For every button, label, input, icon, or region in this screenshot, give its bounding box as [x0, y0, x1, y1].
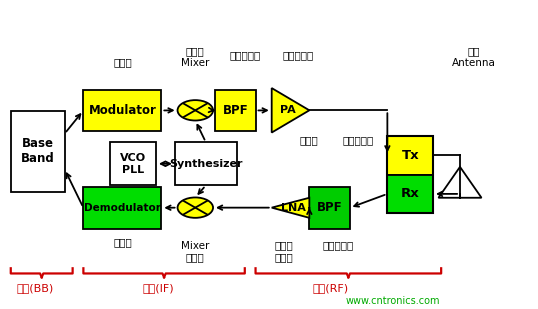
Bar — [309, 187, 350, 229]
Text: LNA: LNA — [281, 203, 306, 213]
Text: Antenna: Antenna — [451, 58, 495, 68]
Bar — [387, 136, 433, 213]
Text: 射頻(RF): 射頻(RF) — [313, 283, 349, 293]
Bar — [11, 111, 65, 192]
Text: 天線: 天線 — [467, 46, 480, 56]
Text: 低雜訊: 低雜訊 — [275, 241, 293, 251]
Text: BPF: BPF — [317, 201, 342, 214]
Text: 帶通濾波器: 帶通濾波器 — [229, 51, 260, 61]
Text: 基頻(BB): 基頻(BB) — [16, 283, 54, 293]
Text: Mixer: Mixer — [181, 241, 209, 251]
Text: 帶通濾波器: 帶通濾波器 — [322, 241, 353, 251]
Bar — [215, 90, 256, 131]
Polygon shape — [272, 88, 309, 133]
Text: 中頻(IF): 中頻(IF) — [143, 283, 174, 293]
Bar — [110, 142, 156, 185]
Text: 解調器: 解調器 — [114, 238, 132, 248]
Bar — [83, 187, 161, 229]
Text: 功率放大器: 功率放大器 — [283, 51, 314, 61]
Circle shape — [178, 197, 213, 218]
Text: Mixer: Mixer — [181, 58, 209, 68]
Circle shape — [178, 100, 213, 121]
Polygon shape — [438, 167, 482, 198]
Text: www.cntronics.com: www.cntronics.com — [345, 296, 440, 306]
Text: 調變器: 調變器 — [114, 57, 132, 67]
Text: PA: PA — [280, 105, 296, 115]
Bar — [387, 136, 433, 175]
Text: BPF: BPF — [223, 104, 248, 117]
Bar — [83, 90, 161, 131]
Text: Modulator: Modulator — [88, 104, 157, 117]
Text: 混頻器: 混頻器 — [186, 252, 204, 262]
Text: Rx: Rx — [401, 187, 420, 201]
Text: 合成器: 合成器 — [300, 136, 318, 146]
Text: Tx: Tx — [401, 149, 419, 162]
Text: Synthesizer: Synthesizer — [169, 159, 243, 169]
Bar — [387, 175, 433, 213]
Text: Demodulator: Demodulator — [84, 203, 161, 213]
Text: 混頻器: 混頻器 — [186, 46, 204, 56]
Text: Base
Band: Base Band — [21, 138, 54, 165]
Text: 放大器: 放大器 — [275, 252, 293, 262]
Text: VCO
PLL: VCO PLL — [120, 153, 146, 175]
Bar — [175, 142, 237, 185]
Polygon shape — [272, 198, 309, 218]
Text: 傳送接收器: 傳送接收器 — [342, 136, 373, 146]
